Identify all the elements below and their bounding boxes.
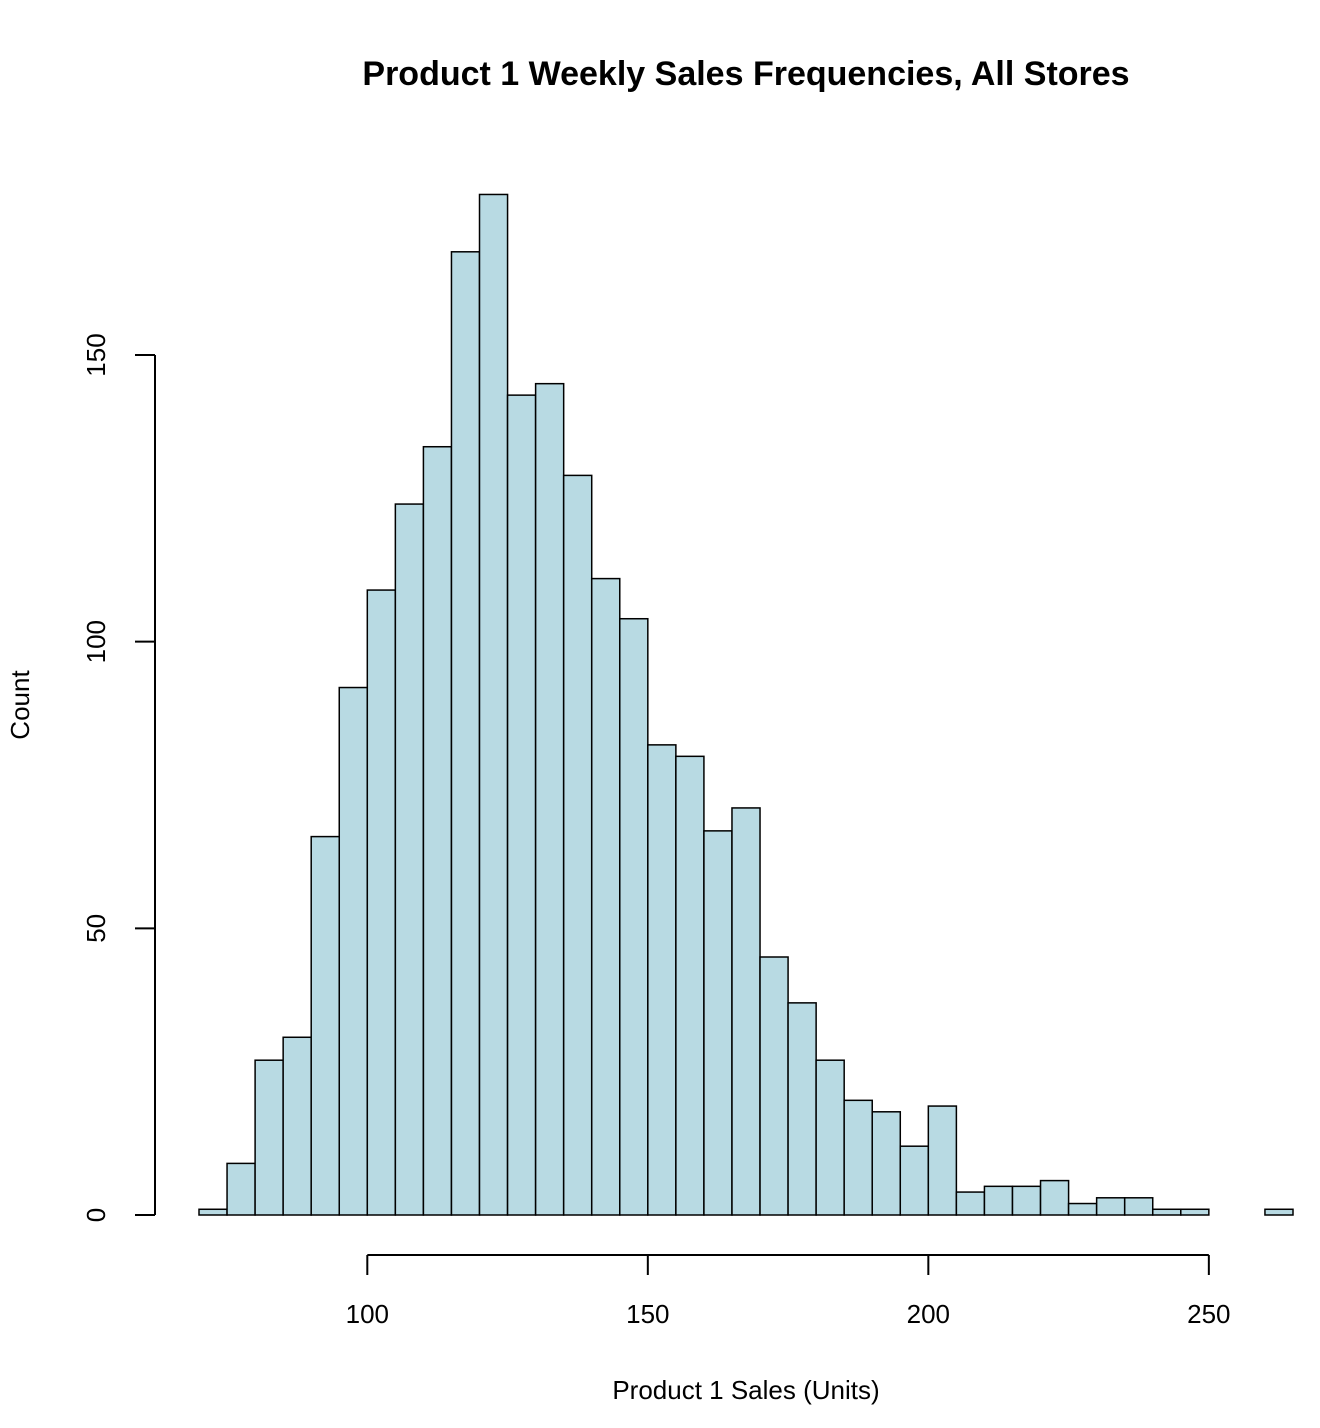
bar [1123,1197,1154,1216]
bar [254,1059,284,1216]
bar [871,1111,902,1216]
bar [703,830,733,1216]
bar [1180,1208,1210,1216]
bar [1264,1208,1294,1216]
bar [1011,1185,1042,1216]
bar [899,1145,930,1216]
bar [619,617,649,1216]
y-tick-label: 100 [81,620,111,663]
x-axis-label: Product 1 Sales (Units) [612,1375,879,1405]
x-tick-label: 250 [1187,1299,1230,1329]
bar [731,807,761,1216]
bar [1095,1197,1126,1216]
bar [478,193,509,1216]
bar [282,1036,312,1216]
y-tick-label: 150 [81,333,111,376]
x-tick-label: 100 [346,1299,389,1329]
y-tick-label: 0 [81,1208,111,1222]
x-tick-label: 150 [626,1299,669,1329]
bar [562,474,593,1216]
bar [450,251,481,1216]
x-tick-label: 200 [907,1299,950,1329]
bar [226,1162,256,1216]
bar [1039,1179,1070,1216]
bar [983,1185,1014,1216]
bar [1151,1208,1182,1216]
bar [338,686,369,1216]
chart-title: Product 1 Weekly Sales Frequencies, All … [362,55,1129,93]
bar [787,1002,817,1216]
bar [198,1208,228,1216]
y-axis-label: Count [5,670,35,740]
bar [590,577,621,1216]
bar [422,445,453,1216]
bar [675,755,705,1216]
bar [843,1099,873,1216]
bar [759,956,789,1216]
bar [815,1059,845,1216]
bar [1067,1202,1098,1216]
bar [647,744,677,1216]
bar [955,1191,986,1216]
bar [534,382,565,1216]
bar [366,589,397,1216]
bar [506,394,537,1216]
y-tick-label: 50 [81,914,111,943]
bar [927,1105,958,1216]
bar [310,835,341,1216]
bar [394,503,425,1216]
